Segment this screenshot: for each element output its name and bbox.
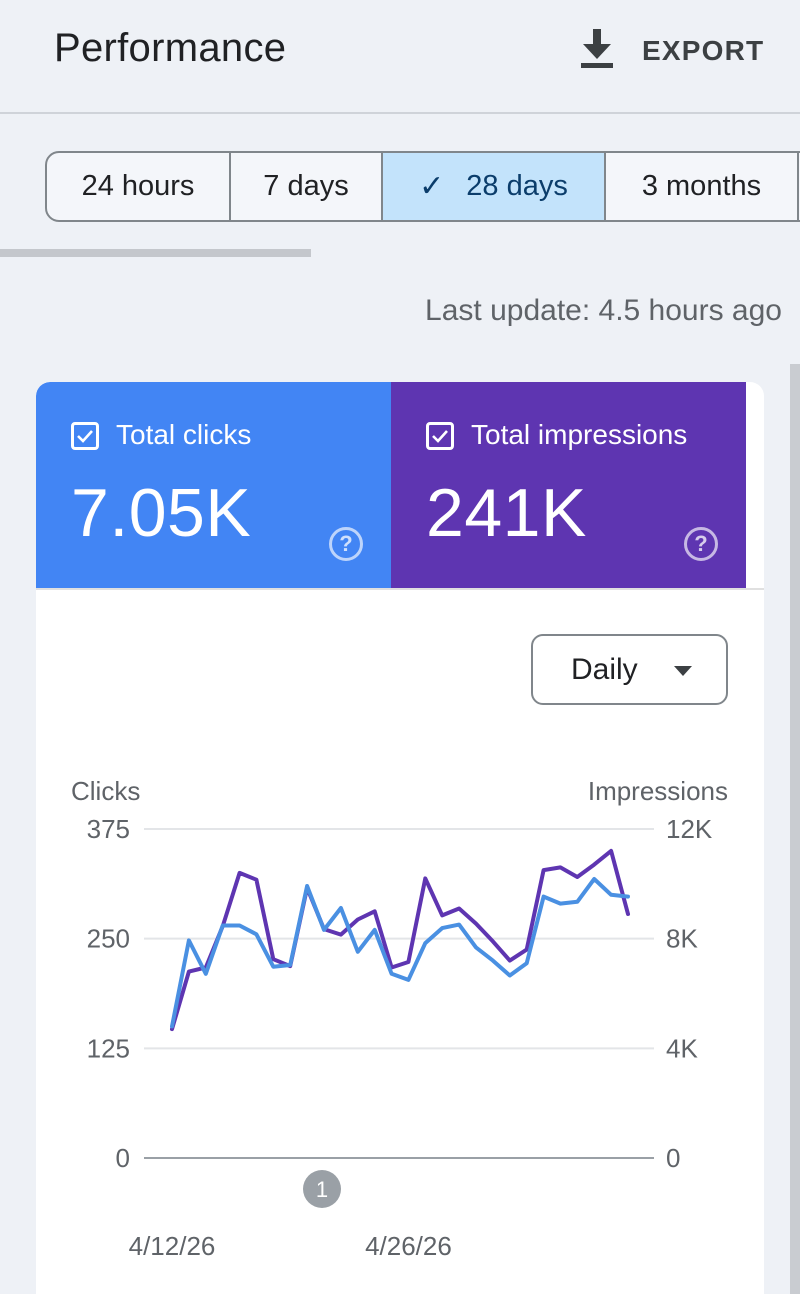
annotation-label: 1 bbox=[316, 1177, 328, 1202]
date-range-selector: 24 hours 7 days ✓ 28 days 3 months bbox=[45, 151, 800, 222]
export-label: EXPORT bbox=[642, 35, 765, 66]
left-tick-label: 0 bbox=[116, 1143, 130, 1173]
help-icon[interactable]: ? bbox=[329, 527, 363, 561]
right-tick-label: 8K bbox=[666, 924, 698, 954]
left-tick-label: 125 bbox=[87, 1033, 130, 1063]
range-7-days[interactable]: 7 days bbox=[231, 153, 383, 220]
metric-label: Total clicks bbox=[116, 419, 252, 450]
range-28-days[interactable]: ✓ 28 days bbox=[383, 153, 606, 220]
granularity-dropdown[interactable]: Daily bbox=[531, 634, 728, 705]
right-axis-title: Impressions bbox=[588, 776, 728, 806]
left-axis-title: Clicks bbox=[71, 776, 140, 806]
total-clicks-tile[interactable]: Total clicks 7.05K ? bbox=[36, 382, 391, 589]
right-tick-label: 12K bbox=[666, 814, 713, 844]
horizontal-scroll-indicator[interactable] bbox=[0, 249, 311, 257]
total-impressions-tile[interactable]: Total impressions 241K ? bbox=[391, 382, 746, 589]
last-update-text: Last update: 4.5 hours ago bbox=[425, 294, 782, 327]
checkbox-checked-icon[interactable] bbox=[426, 422, 454, 450]
dropdown-arrow-icon bbox=[674, 666, 692, 676]
download-icon bbox=[578, 27, 616, 76]
right-tick-label: 0 bbox=[666, 1143, 680, 1173]
range-24-hours[interactable]: 24 hours bbox=[47, 153, 231, 220]
metric-value: 7.05K bbox=[71, 475, 252, 551]
annotation-marker[interactable]: 1 bbox=[303, 1170, 341, 1208]
page-title: Performance bbox=[54, 26, 287, 70]
left-tick-label: 250 bbox=[87, 924, 130, 954]
x-tick-label: 4/12/26 bbox=[129, 1231, 216, 1261]
divider bbox=[36, 588, 764, 590]
help-icon[interactable]: ? bbox=[684, 527, 718, 561]
range-label: 24 hours bbox=[81, 170, 195, 202]
checkbox-checked-icon[interactable] bbox=[71, 422, 99, 450]
right-tick-label: 4K bbox=[666, 1033, 698, 1063]
performance-chart: Clicks Impressions 0 0 125 4K 250 8K 375 12K 4/12/… bbox=[71, 776, 728, 1261]
export-button[interactable]: EXPORT bbox=[578, 28, 778, 74]
performance-card: Total clicks 7.05K ? Total impressions 2… bbox=[36, 382, 764, 1294]
page-header: Performance EXPORT bbox=[0, 0, 800, 114]
metric-value: 241K bbox=[426, 475, 587, 551]
series-line-clicks bbox=[170, 877, 630, 1029]
range-3-months[interactable]: 3 months bbox=[606, 153, 799, 220]
range-label: 3 months bbox=[641, 170, 762, 202]
range-label: 7 days bbox=[263, 170, 349, 202]
series-line-impressions bbox=[170, 848, 630, 1032]
range-label: 28 days bbox=[466, 170, 568, 202]
dropdown-value: Daily bbox=[571, 652, 638, 686]
left-tick-label: 375 bbox=[87, 814, 130, 844]
vertical-scrollbar[interactable] bbox=[790, 364, 800, 1294]
x-tick-label: 4/26/26 bbox=[365, 1231, 452, 1261]
check-icon: ✓ bbox=[419, 170, 445, 203]
metric-label: Total impressions bbox=[471, 419, 688, 450]
